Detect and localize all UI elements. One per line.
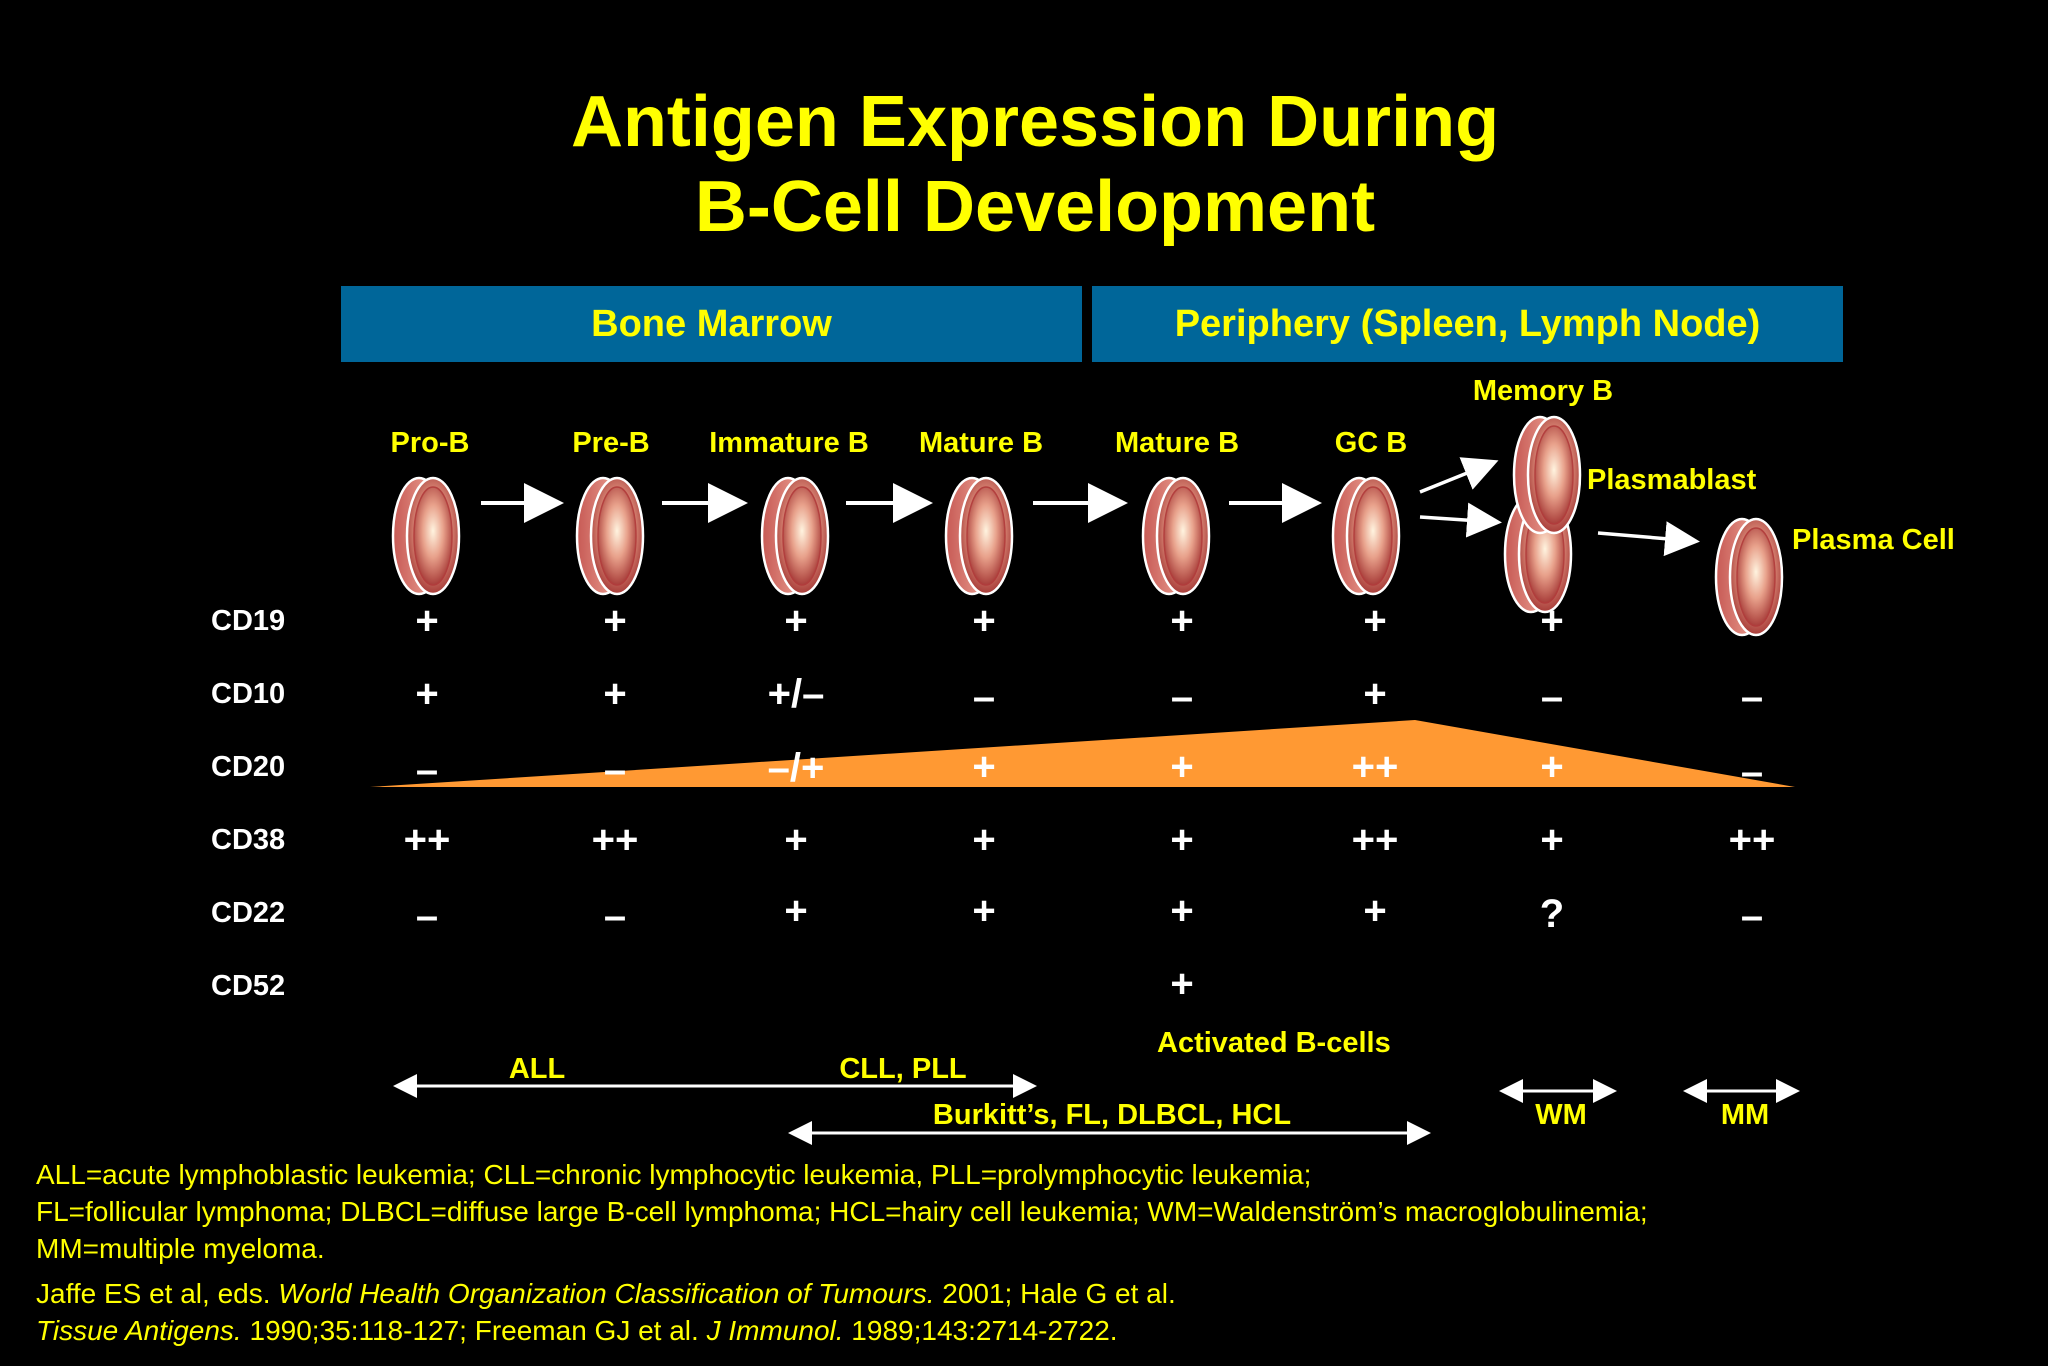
bone-marrow-header: Bone Marrow [341, 286, 1082, 362]
stage-pro-b: Pro-B [390, 427, 470, 459]
ref1-authors: Jaffe ES et al, eds. [36, 1278, 279, 1309]
cd20-memory-b: + [1540, 745, 1564, 789]
cell-immature-b [760, 476, 830, 596]
cd38-immature-b: + [784, 818, 808, 862]
cd19-memory-b: + [1540, 599, 1564, 643]
marker-cd20: CD20 [211, 751, 286, 783]
cd22-gc-b: + [1363, 889, 1387, 933]
disease-mm: MM [1720, 1099, 1770, 1131]
cd10-mature-b-periphery: – [1170, 675, 1194, 719]
cell-mature-b-marrow [944, 476, 1014, 596]
cd10-plasma-cell: – [1740, 675, 1764, 719]
cd38-memory-b: + [1540, 818, 1564, 862]
cd20-immature-b: –/+ [767, 746, 825, 790]
marker-cd19: CD19 [211, 605, 286, 637]
cell-plasma-cell [1714, 517, 1784, 637]
cd38-pre-b: ++ [591, 818, 639, 862]
stage-plasmablast: Plasmablast [1587, 464, 1757, 496]
cell-pro-b [391, 476, 461, 596]
cd22-mature-b-marrow: + [972, 889, 996, 933]
cd19-immature-b: + [784, 599, 808, 643]
stage-mature-b-marrow: Mature B [918, 427, 1044, 459]
cd20-pro-b: – [415, 748, 439, 792]
cd22-pro-b: – [415, 894, 439, 938]
footnote-reference-2: Tissue Antigens. 1990;35:118-127; Freema… [36, 1312, 1118, 1349]
stage-plasma-cell: Plasma Cell [1792, 524, 1955, 556]
arrow-gc-to-memory [1419, 457, 1499, 494]
cd19-pre-b: + [603, 599, 627, 643]
cell-mature-b-periphery [1141, 476, 1211, 596]
cd22-mature-b-periphery: + [1170, 889, 1194, 933]
disease-cll-pll: CLL, PLL [839, 1053, 967, 1085]
cd10-gc-b: + [1363, 672, 1387, 716]
cd10-pre-b: + [603, 672, 627, 716]
activated-b-cells-note: Activated B-cells [1157, 1027, 1391, 1059]
stage-mature-b-periphery: Mature B [1114, 427, 1240, 459]
footnote-abbreviations-3: MM=multiple myeloma. [36, 1233, 325, 1264]
cd20-expression-wedge [370, 720, 1795, 787]
ref1-book-title: World Health Organization Classification… [278, 1278, 935, 1309]
disease-burkitt-fl-dlbcl-hcl: Burkitt’s, FL, DLBCL, HCL [932, 1099, 1292, 1131]
cell-gc-b [1331, 476, 1401, 596]
cd38-plasma-cell: ++ [1728, 818, 1776, 862]
marker-cd52: CD52 [211, 970, 286, 1002]
cd19-pro-b: + [415, 599, 439, 643]
cd52-mature-b-periphery: + [1170, 962, 1194, 1006]
title-line-2: B-Cell Development [694, 167, 1376, 247]
stage-gc-b: GC B [1334, 427, 1408, 459]
cd19-gc-b: + [1363, 599, 1387, 643]
cd38-mature-b-marrow: + [972, 818, 996, 862]
ref2-citation-1: 1990;35:118-127; Freeman GJ et al. [241, 1315, 707, 1346]
ref2-journal-1: Tissue Antigens. [36, 1315, 242, 1346]
periphery-header: Periphery (Spleen, Lymph Node) [1092, 286, 1843, 362]
cd19-mature-b-periphery: + [1170, 599, 1194, 643]
arrow-plasmablast-to-plasma [1597, 521, 1700, 557]
cd20-mature-b-marrow: + [972, 745, 996, 789]
title-line-1: Antigen Expression During [570, 82, 1500, 162]
arrow-gc-to-plasmablast [1419, 502, 1502, 538]
footnote-abbreviations-1: ALL=acute lymphoblastic leukemia; CLL=ch… [36, 1159, 1312, 1190]
cd20-gc-b: ++ [1351, 745, 1399, 789]
cd20-mature-b-periphery: + [1170, 745, 1194, 789]
cell-memory-b [1512, 415, 1582, 535]
ref2-journal-2: J Immunol. [706, 1315, 844, 1346]
marker-cd38: CD38 [211, 824, 286, 856]
marker-cd22: CD22 [211, 897, 286, 929]
cd38-pro-b: ++ [403, 818, 451, 862]
cd10-immature-b: +/– [767, 672, 825, 716]
ref1-rest: 2001; Hale G et al. [934, 1278, 1176, 1309]
cd19-mature-b-marrow: + [972, 599, 996, 643]
stage-memory-b: Memory B [1472, 375, 1614, 407]
cd20-plasma-cell: – [1740, 750, 1764, 794]
stage-immature-b: Immature B [709, 427, 869, 459]
footnote-abbreviations-2: FL=follicular lymphoma; DLBCL=diffuse la… [36, 1196, 1648, 1227]
disease-wm: WM [1535, 1099, 1587, 1131]
cd22-pre-b: – [603, 894, 627, 938]
cd20-pre-b: – [603, 748, 627, 792]
cd38-mature-b-periphery: + [1170, 818, 1194, 862]
cd38-gc-b: ++ [1351, 818, 1399, 862]
cell-pre-b [575, 476, 645, 596]
footnote-reference-1: Jaffe ES et al, eds. World Health Organi… [36, 1275, 1176, 1312]
stage-pre-b: Pre-B [572, 427, 650, 459]
disease-all: ALL [508, 1053, 566, 1085]
marker-cd10: CD10 [211, 678, 286, 710]
cd10-pro-b: + [415, 672, 439, 716]
ref2-citation-2: 1989;143:2714-2722. [843, 1315, 1118, 1346]
cd10-mature-b-marrow: – [972, 675, 996, 719]
cd22-memory-b: ? [1539, 892, 1565, 936]
cd22-immature-b: + [784, 889, 808, 933]
cd22-plasma-cell: – [1740, 894, 1764, 938]
cd10-memory-b: – [1540, 675, 1564, 719]
